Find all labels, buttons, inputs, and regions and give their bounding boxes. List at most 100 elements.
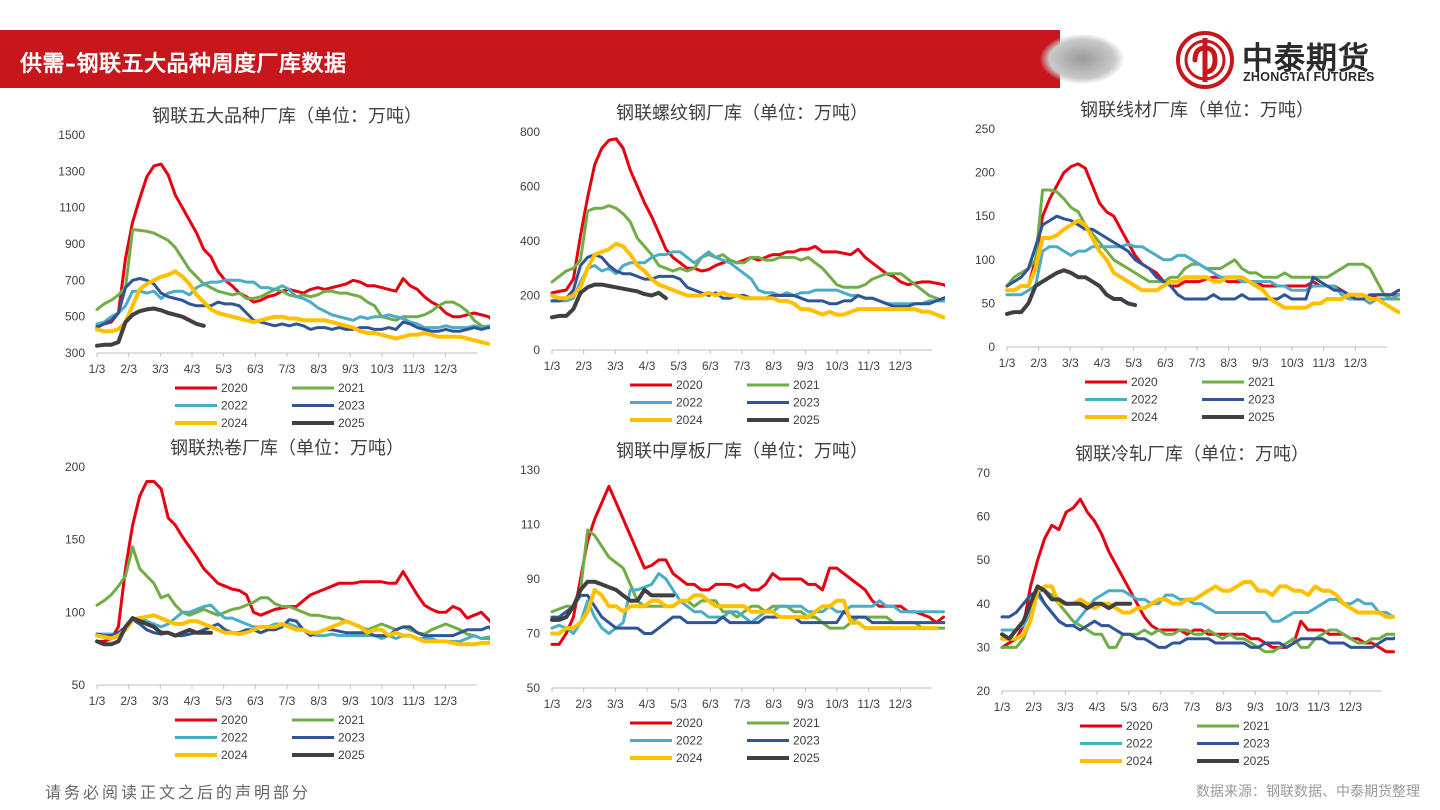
y-tick-label: 110 <box>521 518 540 532</box>
series-line-2022 <box>95 603 490 643</box>
x-tick-label: 11/3 <box>1312 356 1335 370</box>
y-tick-label: 200 <box>975 166 995 180</box>
chart-title: 钢联线材厂库（单位：万吨） <box>1080 100 1314 121</box>
line-chart-4: 钢联热卷厂库（单位：万吨） 50 100 150 200 1/3 2/3 3/3 4/3 5/3 6… <box>65 438 490 762</box>
legend-label: 2020 <box>1126 719 1153 733</box>
x-tick-label: 8/3 <box>310 362 327 376</box>
legend-label: 2020 <box>1131 375 1158 389</box>
legend-label: 2022 <box>1126 737 1153 751</box>
x-tick-label: 8/3 <box>1220 356 1237 370</box>
y-tick-label: 0 <box>533 343 540 357</box>
x-tick-label: 8/3 <box>310 694 327 708</box>
x-tick-label: 5/3 <box>1120 700 1137 714</box>
series-line-2024 <box>95 613 490 647</box>
y-tick-label: 1100 <box>59 201 85 215</box>
y-tick-label: 100 <box>65 605 85 619</box>
x-tick-label: 9/3 <box>797 359 814 373</box>
line-chart-5: 钢联中厚板厂库（单位：万吨） 50 70 90 110 130 1/3 2/3 3/3 4/3 5/… <box>520 441 945 765</box>
y-tick-label: 50 <box>527 681 541 695</box>
x-tick-label: 12/3 <box>434 362 458 376</box>
y-tick-label: 20 <box>977 684 991 698</box>
series-line-2023 <box>550 593 945 635</box>
x-tick-label: 2/3 <box>1025 700 1042 714</box>
legend-label: 2025 <box>793 413 820 425</box>
x-tick-label: 12/3 <box>1339 700 1363 714</box>
legend-label: 2024 <box>221 748 248 762</box>
y-tick-label: 70 <box>527 627 541 641</box>
x-tick-label: 6/3 <box>247 362 264 376</box>
y-tick-label: 100 <box>975 253 995 267</box>
x-tick-label: 3/3 <box>152 362 169 376</box>
logo-text-en: ZHONGTAI FUTURES <box>1243 70 1375 84</box>
x-tick-label: 6/3 <box>702 359 719 373</box>
x-tick-label: 9/3 <box>1247 700 1264 714</box>
chart-panel-1: 钢联五大品种厂库（单位：万吨） 300 500 700 900 1100 1300 1500 1… <box>40 98 490 428</box>
line-chart-6: 钢联冷轧厂库（单位：万吨） 20 30 40 50 60 70 1/3 2/3 3/3 4/3 5/3… <box>977 444 1395 768</box>
legend-label: 2025 <box>1248 410 1275 422</box>
x-tick-label: 1/3 <box>89 694 106 708</box>
series-line-2025 <box>1000 584 1133 641</box>
x-tick-label: 6/3 <box>247 694 264 708</box>
x-tick-label: 9/3 <box>342 694 359 708</box>
x-tick-label: 5/3 <box>215 694 232 708</box>
x-tick-label: 5/3 <box>1125 356 1142 370</box>
y-tick-label: 200 <box>65 460 85 474</box>
y-tick-label: 50 <box>72 678 86 692</box>
x-tick-label: 5/3 <box>670 697 687 711</box>
legend-label: 2022 <box>221 399 248 413</box>
legend-label: 2021 <box>793 378 820 392</box>
series-line-2025 <box>550 282 668 320</box>
legend-label: 2022 <box>221 731 248 745</box>
x-tick-label: 10/3 <box>370 694 394 708</box>
x-tick-label: 2/3 <box>120 362 137 376</box>
y-tick-label: 700 <box>65 273 85 287</box>
legend-label: 2021 <box>793 716 820 730</box>
series-line-2023 <box>95 277 490 333</box>
y-tick-label: 500 <box>65 310 85 324</box>
x-tick-label: 7/3 <box>734 697 751 711</box>
legend-label: 2024 <box>676 413 703 425</box>
chart-panel-3: 钢联线材厂库（单位：万吨） 0 50 100 150 200 250 1/3 2/3 3/3 4/3… <box>950 92 1400 422</box>
y-tick-label: 60 <box>977 510 991 524</box>
legend-label: 2023 <box>1248 393 1275 407</box>
y-tick-label: 1300 <box>58 164 85 178</box>
y-tick-label: 1500 <box>58 128 85 142</box>
legend-label: 2025 <box>793 751 820 765</box>
x-tick-label: 12/3 <box>889 359 913 373</box>
x-tick-label: 10/3 <box>825 697 849 711</box>
chart-title: 钢联中厚板厂库（单位：万吨） <box>616 441 868 462</box>
series-line-2021 <box>550 528 945 630</box>
legend-label: 2025 <box>1243 754 1270 768</box>
x-tick-label: 6/3 <box>1152 700 1169 714</box>
logo-text-cn: 中泰期货 <box>1242 41 1370 77</box>
line-chart-2: 钢联螺纹钢厂库（单位：万吨） 0 200 400 600 800 1/3 2/3 3/3 4/3 5… <box>520 103 945 425</box>
chart-panel-2: 钢联螺纹钢厂库（单位：万吨） 0 200 400 600 800 1/3 2/3 3/3 4/3 5… <box>495 95 945 425</box>
header-banner <box>0 30 1060 88</box>
x-tick-label: 7/3 <box>279 362 296 376</box>
x-tick-label: 10/3 <box>1280 356 1304 370</box>
x-tick-label: 1/3 <box>89 362 106 376</box>
series-line-2025 <box>1005 268 1138 316</box>
x-tick-label: 8/3 <box>765 697 782 711</box>
legend-label: 2022 <box>676 734 703 748</box>
x-tick-label: 11/3 <box>857 697 880 711</box>
x-tick-label: 11/3 <box>402 362 425 376</box>
x-tick-label: 10/3 <box>1275 700 1299 714</box>
legend-label: 2025 <box>338 748 365 762</box>
data-source-text: 数据来源：钢联数据、中泰期货整理 <box>1196 784 1420 800</box>
y-tick-label: 0 <box>988 340 995 354</box>
x-tick-label: 11/3 <box>857 359 880 373</box>
legend-label: 2024 <box>676 751 703 765</box>
legend-label: 2022 <box>1131 393 1158 407</box>
chart-panel-4: 钢联热卷厂库（单位：万吨） 50 100 150 200 1/3 2/3 3/3 4/3 5/3 6… <box>40 430 490 765</box>
disclaimer-text: 请务必阅读正文之后的声明部分 <box>45 783 312 802</box>
x-tick-label: 7/3 <box>1189 356 1206 370</box>
y-tick-label: 600 <box>520 180 540 194</box>
chart-title: 钢联冷轧厂库（单位：万吨） <box>1075 444 1309 465</box>
x-tick-label: 6/3 <box>702 697 719 711</box>
x-tick-label: 12/3 <box>889 697 913 711</box>
series-line-2024 <box>550 241 945 320</box>
zhongtai-logo-icon <box>1176 31 1234 89</box>
x-tick-label: 7/3 <box>1184 700 1201 714</box>
y-tick-label: 800 <box>520 125 540 139</box>
